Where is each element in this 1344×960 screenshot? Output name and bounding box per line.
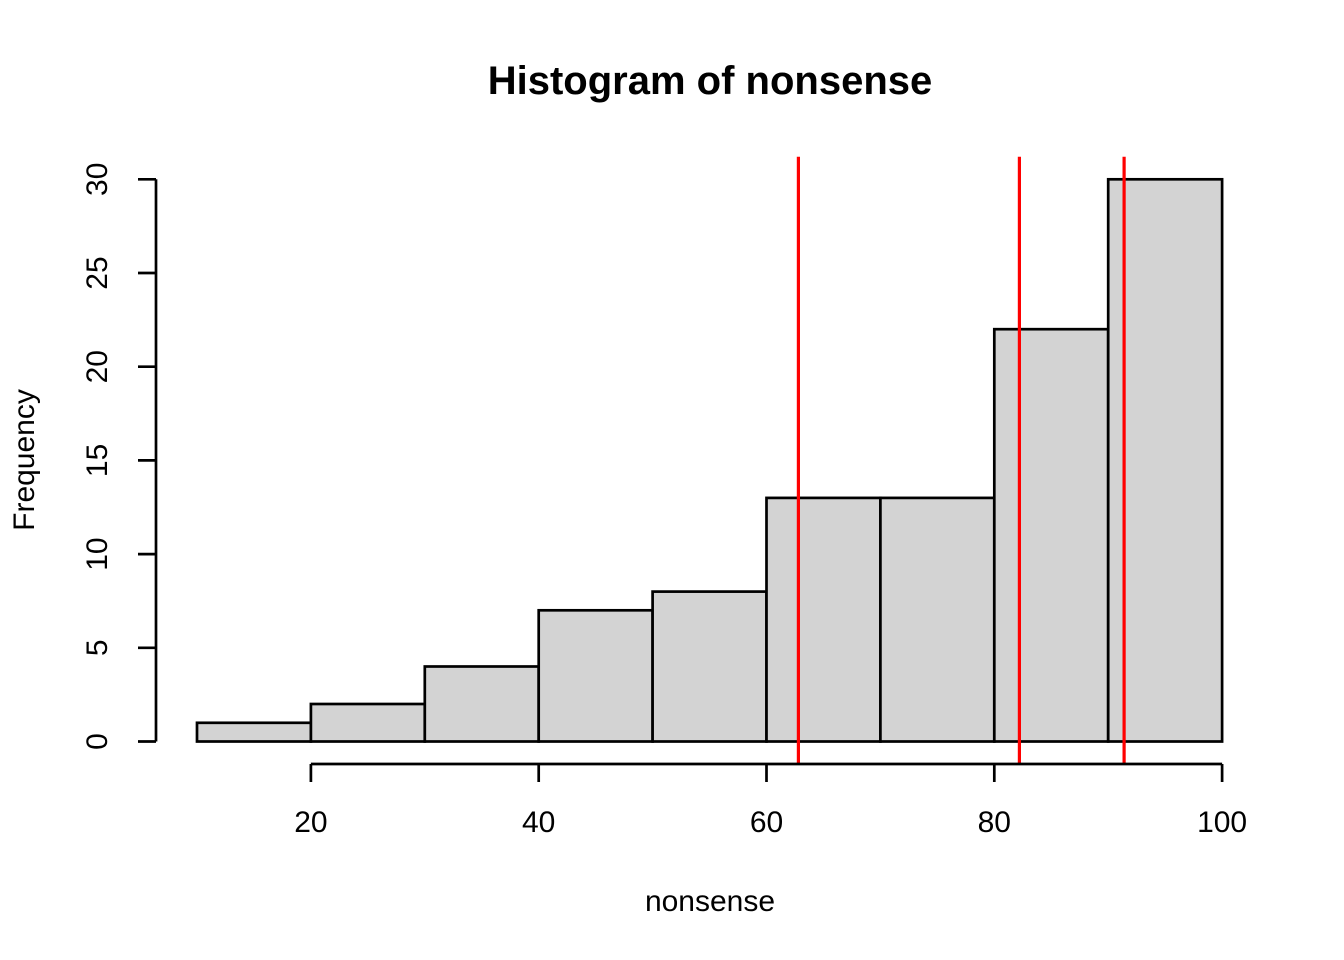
- x-tick-label: 40: [522, 806, 555, 839]
- y-tick-label: 10: [81, 537, 114, 570]
- vlines-layer: [796, 156, 1126, 764]
- bars-layer: [195, 177, 1224, 743]
- histogram-bar: [1106, 177, 1224, 743]
- x-tick-label: 60: [750, 806, 783, 839]
- x-tick-label: 100: [1197, 806, 1247, 839]
- histogram-bar: [309, 702, 427, 743]
- y-axis-label: Frequency: [8, 389, 41, 531]
- histogram-bar: [992, 327, 1110, 743]
- x-tick-label: 20: [294, 806, 327, 839]
- histogram-bar: [879, 496, 996, 743]
- tick-labels-layer: 20 40 60 80 100 0 5 10 15 20 25 30: [81, 163, 1247, 839]
- y-tick-label: 15: [81, 444, 114, 477]
- x-tick-label: 80: [978, 806, 1011, 839]
- axes-layer: [138, 177, 1224, 782]
- y-tick-label: 5: [81, 639, 114, 656]
- y-tick-label: 25: [81, 256, 114, 289]
- y-tick-label: 30: [81, 163, 114, 196]
- histogram-bar: [195, 721, 313, 743]
- y-tick-label: 20: [81, 350, 114, 383]
- histogram-bar: [423, 665, 541, 743]
- histogram-bar: [651, 590, 768, 743]
- y-tick-label: 0: [81, 733, 114, 750]
- x-axis-label: nonsense: [645, 885, 775, 918]
- histogram-bar: [537, 608, 654, 743]
- histogram-bar: [765, 496, 882, 743]
- chart-title: Histogram of nonsense: [488, 59, 933, 103]
